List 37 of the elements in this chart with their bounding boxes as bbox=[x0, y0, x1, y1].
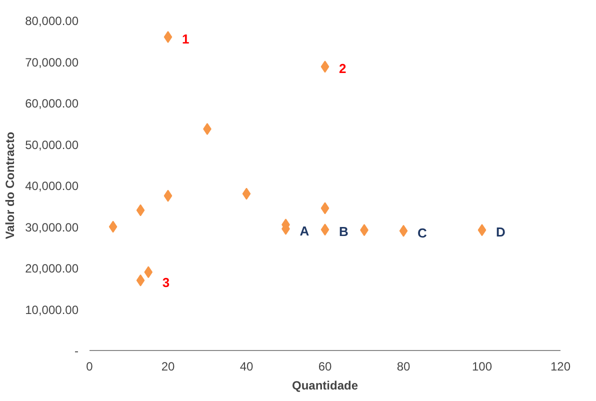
x-tick-label: 20 bbox=[161, 360, 175, 374]
y-tick-label: - bbox=[74, 344, 79, 358]
x-tick-label: 120 bbox=[550, 360, 571, 374]
x-tick-label: 80 bbox=[396, 360, 410, 374]
point bbox=[242, 188, 251, 200]
y-tick-label: 40,000.00 bbox=[25, 179, 79, 193]
annotation: A bbox=[300, 223, 310, 238]
annotation: 1 bbox=[182, 32, 190, 46]
point bbox=[320, 224, 330, 236]
annotation: D bbox=[496, 224, 506, 240]
y-tick-label: 50,000.00 bbox=[25, 138, 79, 152]
x-axis-title: Quantidade bbox=[292, 378, 358, 392]
x-tick-label: 0 bbox=[86, 360, 94, 374]
y-tick-label: 20,000.00 bbox=[25, 262, 79, 276]
x-tick-label: 100 bbox=[472, 360, 492, 374]
y-tick-label: 80,000.00 bbox=[25, 14, 79, 28]
annotation: 2 bbox=[339, 61, 346, 76]
y-tick-label: 30,000.00 bbox=[25, 220, 79, 234]
annotation: B bbox=[339, 224, 348, 240]
point bbox=[108, 220, 118, 233]
point bbox=[320, 60, 330, 73]
point bbox=[320, 202, 330, 214]
annotation: 3 bbox=[162, 274, 170, 290]
x-tick-label: 40 bbox=[240, 360, 254, 374]
point bbox=[136, 274, 145, 286]
point bbox=[144, 266, 153, 278]
point bbox=[399, 224, 408, 237]
annotation: C bbox=[418, 225, 428, 240]
point bbox=[136, 204, 145, 216]
point bbox=[164, 190, 172, 202]
y-tick-label: 60,000.00 bbox=[25, 96, 79, 110]
point bbox=[164, 31, 172, 43]
y-axis-title: Valor do Contracto bbox=[3, 132, 18, 240]
x-tick-label: 60 bbox=[318, 360, 332, 374]
point bbox=[478, 224, 486, 236]
y-tick-label: 70,000.00 bbox=[25, 55, 79, 70]
y-tick-label: 10,000.00 bbox=[25, 302, 79, 317]
